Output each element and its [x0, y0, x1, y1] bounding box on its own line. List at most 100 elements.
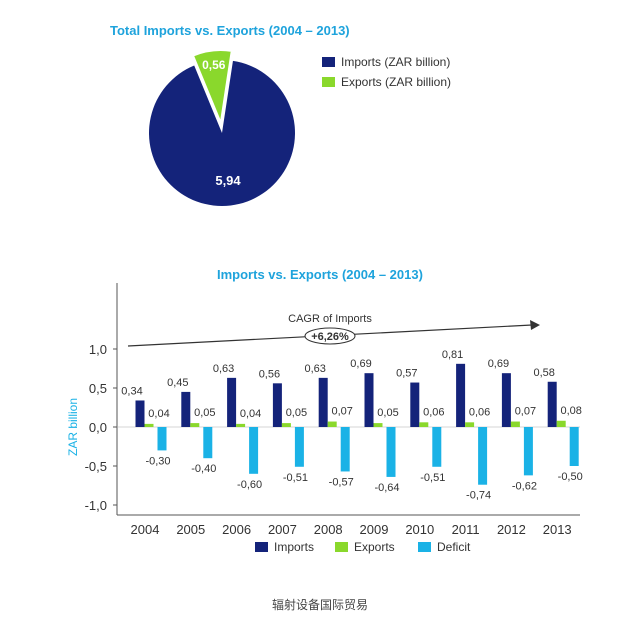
bar-deficit — [478, 427, 488, 485]
x-tick-label: 2011 — [452, 522, 480, 537]
bar-deficit — [340, 427, 350, 472]
bar-deficit — [432, 427, 442, 467]
cagr-value: +6,26% — [311, 331, 349, 343]
data-label-exports: 0,07 — [331, 406, 352, 418]
data-label-imports: 0,58 — [533, 367, 554, 379]
y-tick-label: 0,5 — [89, 381, 107, 396]
data-label-exports: 0,05 — [286, 407, 307, 419]
pie-chart: 5,94 0,56 — [148, 49, 295, 206]
deficit-swatch — [418, 542, 431, 552]
data-label-deficit: -0,57 — [329, 476, 354, 488]
data-label-imports: 0,69 — [350, 358, 371, 370]
x-tick-label: 2005 — [176, 522, 205, 537]
bar-exports — [236, 423, 246, 427]
bar-legend-deficit-label: Deficit — [437, 540, 471, 554]
x-tick-label: 2013 — [543, 522, 572, 537]
data-label-imports: 0,81 — [442, 349, 463, 361]
imports-swatch — [255, 542, 268, 552]
bar-deficit — [157, 427, 167, 451]
bar-legend-exports-label: Exports — [354, 540, 395, 554]
pie-legend-exports-label: Exports (ZAR billion) — [341, 75, 452, 89]
bar-exports — [556, 420, 566, 427]
bar-exports — [419, 422, 429, 427]
cagr-annotation-text: CAGR of Imports — [288, 313, 372, 325]
bar-chart-title: Imports vs. Exports (2004 – 2013) — [217, 267, 423, 282]
bar-imports — [410, 382, 420, 427]
bar-exports — [281, 423, 291, 427]
bar-imports — [272, 383, 282, 427]
data-label-imports: 0,45 — [167, 377, 188, 389]
exports-swatch — [335, 542, 348, 552]
x-tick-label: 2012 — [497, 522, 526, 537]
x-tick-label: 2004 — [131, 522, 160, 537]
pie-chart-title: Total Imports vs. Exports (2004 – 2013) — [110, 23, 350, 38]
data-label-deficit: -0,30 — [145, 455, 170, 467]
data-label-exports: 0,07 — [515, 406, 536, 418]
bar-exports — [327, 421, 337, 427]
data-label-imports: 0,34 — [121, 385, 142, 397]
y-tick-label: 0,0 — [89, 420, 107, 435]
pie-slice-imports — [148, 60, 295, 206]
data-label-imports: 0,63 — [213, 363, 234, 375]
data-label-deficit: -0,50 — [558, 471, 583, 483]
data-label-exports: 0,08 — [560, 405, 581, 417]
bar-legend-imports: Imports — [255, 540, 314, 554]
bar-exports — [465, 422, 475, 427]
data-label-exports: 0,06 — [423, 406, 444, 418]
bar-deficit — [569, 427, 579, 466]
cagr-value-oval — [304, 327, 356, 345]
bar-legend-deficit: Deficit — [418, 540, 470, 554]
pie-legend-exports: Exports (ZAR billion) — [322, 75, 451, 89]
data-label-deficit: -0,64 — [374, 482, 399, 494]
cagr-arrowhead — [530, 320, 540, 330]
bar-imports — [135, 400, 145, 427]
data-label-exports: 0,05 — [377, 407, 398, 419]
y-axis-title: ZAR billion — [66, 398, 80, 456]
bar-imports — [547, 381, 557, 427]
y-tick-label: -0,5 — [85, 459, 107, 474]
bar-exports — [510, 421, 520, 427]
data-label-deficit: -0,74 — [466, 490, 491, 502]
data-label-deficit: -0,40 — [191, 463, 216, 475]
bar-exports — [373, 423, 383, 427]
data-label-imports: 0,56 — [259, 368, 280, 380]
data-label-imports: 0,57 — [396, 368, 417, 380]
x-tick-label: 2006 — [222, 522, 251, 537]
data-label-exports: 0,05 — [194, 407, 215, 419]
bar-deficit — [386, 427, 396, 477]
bar-imports — [364, 373, 374, 427]
data-label-imports: 0,63 — [304, 363, 325, 375]
data-label-deficit: -0,51 — [283, 472, 308, 484]
pie-label-imports: 5,94 — [215, 173, 241, 188]
exports-swatch — [322, 77, 335, 87]
x-tick-label: 2010 — [405, 522, 434, 537]
bar-deficit — [203, 427, 213, 459]
data-label-exports: 0,06 — [469, 406, 490, 418]
bar-imports — [456, 363, 466, 427]
pie-label-exports: 0,56 — [202, 58, 226, 72]
bar-deficit — [294, 427, 304, 467]
pie-legend-imports: Imports (ZAR billion) — [322, 55, 450, 69]
y-tick-label: 1,0 — [89, 342, 107, 357]
data-label-deficit: -0,62 — [512, 480, 537, 492]
x-tick-label: 2007 — [268, 522, 297, 537]
pie-slice-exports — [191, 49, 233, 127]
data-label-exports: 0,04 — [148, 408, 169, 420]
data-label-imports: 0,69 — [488, 358, 509, 370]
bar-exports — [190, 423, 200, 427]
data-label-deficit: -0,51 — [420, 472, 445, 484]
x-tick-label: 2008 — [314, 522, 343, 537]
bar-deficit — [523, 427, 533, 476]
bar-legend-exports: Exports — [335, 540, 395, 554]
imports-swatch — [322, 57, 335, 67]
data-label-exports: 0,04 — [240, 408, 261, 420]
y-tick-label: -1,0 — [85, 498, 107, 513]
bar-imports — [501, 373, 511, 427]
bar-chart: 1,0 0,5 0,0 -0,5 -1,0 ZAR billion 0,34 0,04 -0,3… — [66, 283, 583, 537]
bar-exports — [144, 423, 154, 427]
bar-imports — [227, 377, 237, 427]
data-label-deficit: -0,60 — [237, 479, 262, 491]
bar-imports — [181, 391, 191, 427]
page-caption: 辐射设备国际贸易 — [271, 598, 368, 612]
bar-deficit — [249, 427, 259, 474]
